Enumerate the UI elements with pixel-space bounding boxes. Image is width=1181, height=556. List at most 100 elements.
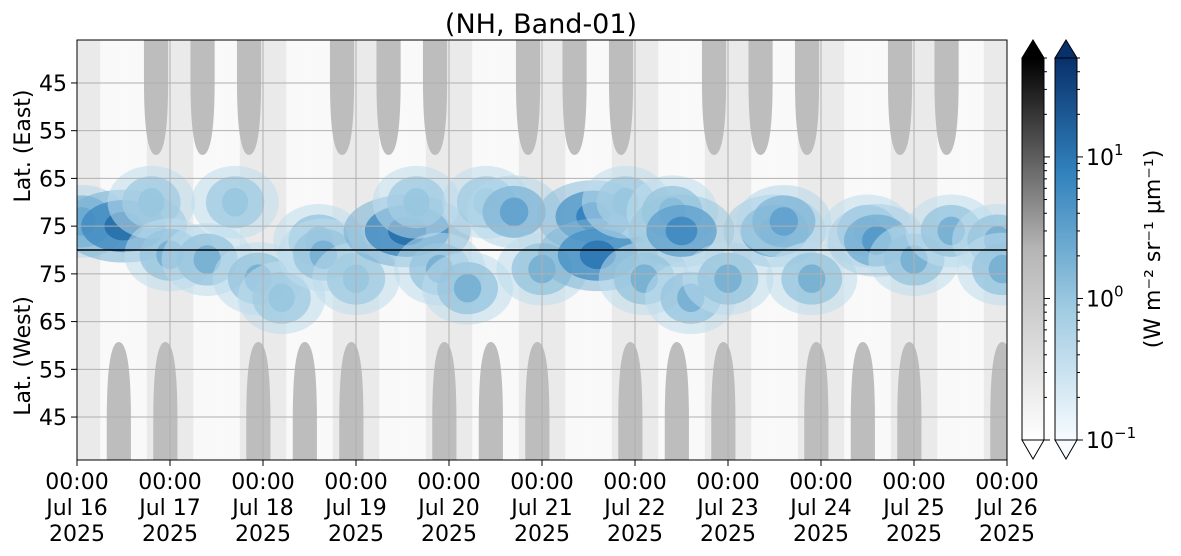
no-data-region xyxy=(748,40,773,155)
y-axis-ticks: 45 55 65 75 75 65 55 45 xyxy=(39,72,77,431)
x-tick-label: 2025 xyxy=(49,522,105,547)
x-tick-label: 00:00 xyxy=(975,470,1038,495)
y-tick-label: 55 xyxy=(39,358,67,383)
x-tick-label: 00:00 xyxy=(696,470,759,495)
radiance-blob-core xyxy=(403,187,430,217)
colorbar-ticks: 101 100 10−1 xyxy=(1044,57,1136,454)
x-tick-label: 2025 xyxy=(607,522,663,547)
no-data-region xyxy=(711,342,736,460)
radiance-blob-core xyxy=(138,187,165,217)
radiance-blob-core xyxy=(798,264,826,293)
y-tick-label: 65 xyxy=(39,167,67,192)
no-data-region xyxy=(608,40,634,155)
colorbar-label: (W m⁻² sr⁻¹ μm⁻¹) xyxy=(1141,150,1166,349)
no-data-regions xyxy=(106,40,1007,460)
no-data-region xyxy=(432,342,457,460)
x-tick-label: 00:00 xyxy=(789,470,852,495)
radiance-blob-core xyxy=(769,207,799,236)
no-data-region xyxy=(376,40,401,155)
y-tick-label: 75 xyxy=(39,263,67,288)
no-data-region xyxy=(562,40,587,155)
y-axis-label-west: Lat. (West) xyxy=(11,296,36,416)
x-tick-label: 2025 xyxy=(514,522,570,547)
no-data-region xyxy=(850,342,875,460)
radiance-blob-core xyxy=(453,273,482,303)
x-tick-label: 00:00 xyxy=(138,470,201,495)
x-tick-label: 2025 xyxy=(700,522,756,547)
no-data-region xyxy=(515,40,541,155)
y-axis-label-east: Lat. (East) xyxy=(11,90,36,203)
no-data-region xyxy=(339,342,364,460)
no-data-region xyxy=(804,342,829,460)
colorbar-tick-label: 101 xyxy=(1086,141,1124,171)
no-data-region xyxy=(106,342,131,460)
x-tick-label: 00:00 xyxy=(882,470,945,495)
no-data-region xyxy=(897,342,922,460)
colorbar-tick-label: 100 xyxy=(1086,282,1124,312)
x-tick-label: 2025 xyxy=(886,522,942,547)
colorbar-tick-label: 10−1 xyxy=(1086,424,1136,454)
x-tick-label: 2025 xyxy=(793,522,849,547)
colorbar-greys-extend-max xyxy=(1021,39,1045,59)
no-data-region xyxy=(701,40,727,155)
radiance-blob-core xyxy=(268,283,295,313)
y-tick-label: 45 xyxy=(39,72,67,97)
colorbar-blues-extend-min xyxy=(1054,439,1078,460)
no-data-region xyxy=(153,342,178,460)
x-tick-label: Jul 20 xyxy=(416,496,480,521)
y-tick-label: 65 xyxy=(39,311,67,336)
x-tick-label: Jul 16 xyxy=(44,496,108,521)
y-tick-label: 75 xyxy=(39,215,67,240)
y-tick-label: 55 xyxy=(39,120,67,145)
no-data-region xyxy=(190,40,215,155)
radiance-blob-core xyxy=(988,254,1007,284)
colorbar-blues-extend-max xyxy=(1054,39,1078,59)
plot-area xyxy=(77,40,1007,460)
no-data-region xyxy=(422,40,448,155)
x-tick-label: 00:00 xyxy=(417,470,480,495)
x-tick-label: Jul 25 xyxy=(881,496,945,521)
colorbar-greys xyxy=(1021,39,1045,460)
no-data-region xyxy=(618,342,643,460)
no-data-region xyxy=(478,342,503,460)
x-tick-label: 00:00 xyxy=(231,470,294,495)
no-data-region xyxy=(246,342,271,460)
no-data-region xyxy=(329,40,355,155)
no-data-region xyxy=(236,40,262,155)
x-tick-label: 2025 xyxy=(235,522,291,547)
no-data-region xyxy=(664,342,689,460)
no-data-region xyxy=(794,40,820,155)
radiance-blob-core xyxy=(221,187,249,217)
x-tick-label: 00:00 xyxy=(510,470,573,495)
x-tick-label: 2025 xyxy=(328,522,384,547)
x-tick-label: 00:00 xyxy=(324,470,387,495)
x-tick-label: 00:00 xyxy=(603,470,666,495)
x-tick-label: Jul 26 xyxy=(974,496,1038,521)
no-data-region xyxy=(525,342,550,460)
no-data-region xyxy=(292,342,317,460)
no-data-region xyxy=(934,40,959,155)
x-tick-label: Jul 18 xyxy=(230,496,294,521)
no-data-region xyxy=(990,342,1007,460)
chart-title: (NH, Band-01) xyxy=(445,9,637,40)
radiance-blob-core xyxy=(193,245,221,274)
x-tick-label: Jul 23 xyxy=(695,496,759,521)
radiance-blob-core xyxy=(665,216,698,246)
colorbar-blues xyxy=(1054,39,1078,460)
x-tick-label: Jul 17 xyxy=(137,496,201,521)
y-tick-label: 45 xyxy=(39,406,67,431)
no-data-region xyxy=(143,40,169,155)
x-tick-label: 2025 xyxy=(421,522,477,547)
x-tick-label: Jul 22 xyxy=(602,496,666,521)
no-data-region xyxy=(887,40,913,155)
x-tick-label: Jul 24 xyxy=(788,496,852,521)
x-tick-label: Jul 21 xyxy=(509,496,573,521)
x-tick-label: 00:00 xyxy=(45,470,108,495)
x-tick-label: 2025 xyxy=(979,522,1035,547)
colorbar-greys-extend-min xyxy=(1021,439,1045,460)
radiance-blob-core xyxy=(499,197,529,227)
x-tick-label: Jul 19 xyxy=(323,496,387,521)
x-tick-label: 2025 xyxy=(142,522,198,547)
